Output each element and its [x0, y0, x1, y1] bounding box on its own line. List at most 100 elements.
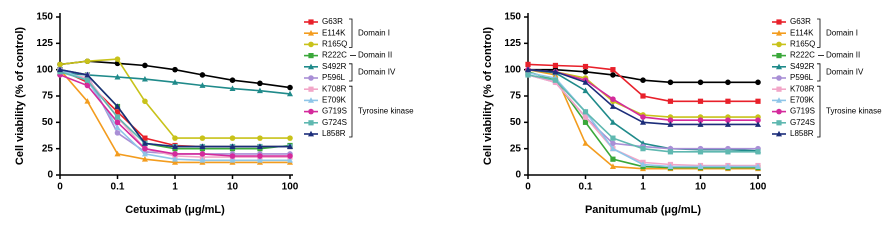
legend-label: E709K [790, 96, 815, 105]
y-tick-label: 25 [510, 143, 522, 154]
legend-marker [776, 41, 782, 48]
legend-label: E114K [790, 28, 814, 37]
data-point [114, 56, 121, 62]
x-axis-title: Cetuximab (μg/mL) [125, 204, 225, 216]
data-point [142, 145, 148, 152]
x-tick-label: 10 [227, 182, 239, 193]
legend-label: L858R [790, 129, 814, 138]
data-point [172, 135, 178, 141]
legend-label: K708R [322, 84, 347, 93]
data-point [697, 79, 704, 86]
y-tick-label: 100 [504, 64, 521, 75]
legend-label: G719S [322, 107, 347, 116]
data-point [287, 84, 293, 91]
x-tick-label: 100 [750, 182, 767, 193]
legend-marker [776, 97, 782, 103]
x-tick-label: 10 [695, 182, 707, 193]
data-point [724, 121, 731, 127]
data-point [640, 93, 646, 99]
data-point [697, 121, 704, 127]
data-point [697, 98, 704, 104]
data-point [172, 66, 178, 73]
data-point [172, 151, 178, 157]
data-point [142, 135, 148, 141]
legend-marker [308, 75, 314, 81]
legend-label: G724S [322, 118, 347, 127]
data-point [610, 156, 616, 162]
y-tick-label: 0 [47, 170, 53, 181]
legend-label: R165Q [790, 40, 815, 49]
legend-label: R165Q [322, 40, 347, 49]
data-point [114, 130, 121, 136]
data-point [141, 150, 148, 157]
data-point [610, 135, 616, 141]
legend-marker [308, 30, 314, 36]
legend-marker [776, 130, 782, 137]
data-point [755, 163, 761, 169]
data-point [199, 135, 206, 141]
data-point [287, 153, 293, 159]
data-point [142, 98, 148, 105]
y-tick-label: 150 [504, 12, 521, 23]
x-tick-label: 100 [282, 182, 299, 193]
data-point [582, 109, 589, 115]
group-label: Tyrosine kinase [826, 107, 882, 116]
y-tick-label: 100 [36, 64, 53, 75]
data-point [582, 114, 589, 120]
y-tick-label: 125 [36, 38, 53, 49]
data-point [610, 140, 616, 147]
data-point [640, 146, 646, 152]
data-point [609, 103, 616, 109]
data-point [84, 71, 91, 78]
group-label: Domain II [826, 51, 860, 60]
legend-label: G724S [790, 118, 815, 127]
data-point [199, 157, 206, 163]
data-point [697, 163, 704, 169]
data-point [725, 79, 731, 86]
data-point [667, 117, 674, 124]
data-point [287, 135, 293, 141]
legend-label: R222C [790, 51, 815, 60]
y-tick-label: 25 [42, 143, 54, 154]
data-point [610, 72, 616, 78]
group-label: Domain IV [358, 68, 396, 77]
data-point [141, 140, 148, 146]
data-point [755, 121, 761, 127]
data-point [724, 163, 731, 169]
legend-label: E709K [322, 96, 347, 105]
data-point [256, 87, 263, 94]
data-point [755, 117, 761, 124]
data-point [582, 63, 589, 70]
legend-label: S492R [790, 62, 815, 71]
legend-marker [776, 75, 782, 81]
data-point [229, 77, 236, 83]
data-point [199, 143, 206, 149]
legend-label: G63R [790, 17, 811, 26]
data-point [114, 103, 121, 109]
x-tick-label: 0.1 [111, 182, 125, 193]
group-bracket [349, 18, 353, 48]
data-point [582, 68, 589, 75]
data-point [667, 121, 674, 127]
group-label: Domain IV [826, 68, 864, 77]
data-point [287, 157, 293, 163]
x-tick-label: 0 [57, 182, 63, 193]
data-point [114, 114, 121, 120]
y-tick-label: 150 [36, 12, 53, 23]
data-point [725, 149, 731, 155]
data-point [640, 114, 646, 120]
legend-label: P596L [790, 73, 814, 82]
data-point [725, 98, 731, 104]
data-point [84, 82, 91, 89]
data-point [640, 77, 646, 83]
data-point [667, 149, 674, 155]
data-point [229, 153, 236, 159]
data-point [257, 135, 263, 141]
data-point [609, 145, 616, 152]
data-point [114, 119, 121, 126]
legend-label: L858R [322, 129, 346, 138]
y-tick-label: 50 [42, 117, 54, 128]
group-label: Domain II [358, 51, 392, 60]
data-point [114, 109, 121, 115]
